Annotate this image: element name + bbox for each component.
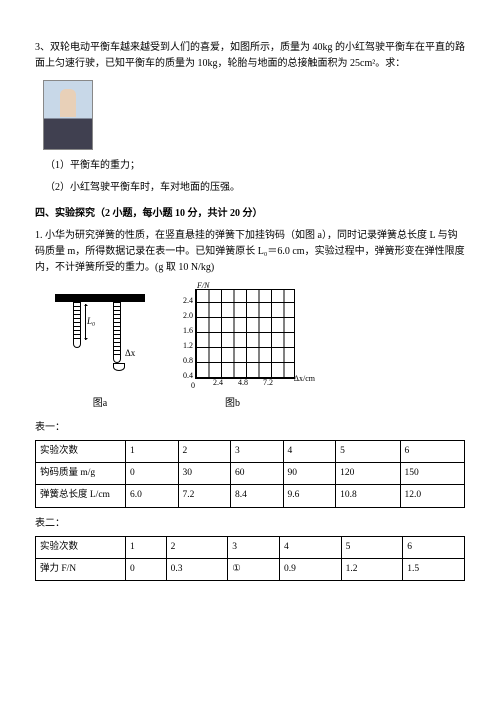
cell: 3: [228, 536, 280, 558]
cell: 0: [126, 558, 167, 580]
q1-stem: 1. 小华为研究弹簧的性质，在竖直悬挂的弹簧下加挂钩码（如图 a），同时记录弹簧…: [35, 228, 465, 276]
cell: 9.6: [283, 485, 336, 507]
figure-a-caption: 图a: [55, 396, 145, 412]
weight-icon: [113, 363, 125, 371]
spring-hook: [73, 342, 81, 348]
cell: 120: [336, 463, 400, 485]
l0-label: L₀: [87, 314, 95, 328]
ytick: 2.0: [175, 310, 193, 323]
figure-row: L₀ Δx 图a F/N 0.4 0.8 1.2 1.6 2.0 2.4 0 2…: [55, 284, 465, 412]
cell: 实验次数: [36, 536, 126, 558]
cell: 4: [280, 536, 342, 558]
dx-label: Δx: [125, 346, 135, 360]
table1: 实验次数 1 2 3 4 5 6 钩码质量 m/g 0 30 60 90 120…: [35, 440, 465, 508]
table2-caption: 表二：: [35, 516, 465, 532]
figure-b-caption: 图b: [225, 396, 305, 412]
cell: 3: [231, 441, 284, 463]
cell: 30: [178, 463, 231, 485]
cell: 60: [231, 463, 284, 485]
cell: 1: [126, 441, 179, 463]
cell: 6.0: [126, 485, 179, 507]
cell: 150: [400, 463, 464, 485]
ytick: 1.2: [175, 340, 193, 353]
spring-left: [73, 302, 81, 342]
l0-arrow: [85, 304, 86, 340]
cell: 钩码质量 m/g: [36, 463, 126, 485]
ytick: 2.4: [175, 295, 193, 308]
cell: 弹簧总长度 L/cm: [36, 485, 126, 507]
figure-a-wrap: L₀ Δx 图a: [55, 294, 145, 412]
cell: 1.5: [403, 558, 465, 580]
cell: 6: [403, 536, 465, 558]
cell: 弹力 F/N: [36, 558, 126, 580]
table-row: 弹力 F/N 0 0.3 ① 0.9 1.2 1.5: [36, 558, 465, 580]
cell: 4: [283, 441, 336, 463]
ytick: 0.8: [175, 355, 193, 368]
cell: 0.3: [166, 558, 228, 580]
section4-title: 四、实验探究（2 小题，每小题 10 分，共计 20 分）: [35, 206, 465, 222]
cell: 6: [400, 441, 464, 463]
cell: 2: [178, 441, 231, 463]
figure-b-wrap: F/N 0.4 0.8 1.2 1.6 2.0 2.4 0 2.4 4.8 7.…: [165, 284, 305, 412]
figure-b-chart: F/N 0.4 0.8 1.2 1.6 2.0 2.4 0 2.4 4.8 7.…: [165, 284, 305, 394]
table-row: 实验次数 1 2 3 4 5 6: [36, 441, 465, 463]
xtick: 7.2: [263, 377, 273, 390]
xtick: 4.8: [238, 377, 248, 390]
q3-photo: [43, 80, 93, 150]
table1-caption: 表一：: [35, 420, 465, 436]
origin: 0: [187, 380, 195, 393]
cell: 5: [336, 441, 400, 463]
q3-stem: 3、双轮电动平衡车越来越受到人们的喜爱，如图所示，质量为 40kg 的小红驾驶平…: [35, 40, 465, 72]
cell: 12.0: [400, 485, 464, 507]
table-row: 钩码质量 m/g 0 30 60 90 120 150: [36, 463, 465, 485]
cell: 10.8: [336, 485, 400, 507]
cell: 0: [126, 463, 179, 485]
spring-coil: [73, 302, 81, 342]
cell: 0.9: [280, 558, 342, 580]
xtick: 2.4: [213, 377, 223, 390]
cell: 2: [166, 536, 228, 558]
table-row: 实验次数 1 2 3 4 5 6: [36, 536, 465, 558]
ceiling-hatch: [55, 294, 145, 302]
cell: 8.4: [231, 485, 284, 507]
spring-right: [113, 302, 121, 357]
cell: 7.2: [178, 485, 231, 507]
x-axis-label: Δx/cm: [294, 373, 315, 386]
cell: 1.2: [341, 558, 403, 580]
cell: 实验次数: [36, 441, 126, 463]
chart-grid: [195, 289, 295, 379]
spring-coil: [113, 302, 121, 357]
cell: 1: [126, 536, 167, 558]
cell: 5: [341, 536, 403, 558]
cell: 90: [283, 463, 336, 485]
figure-a: L₀ Δx: [55, 294, 145, 394]
q3-sub2: （2）小红驾驶平衡车时，车对地面的压强。: [35, 180, 465, 196]
ytick: 1.6: [175, 325, 193, 338]
table-row: 弹簧总长度 L/cm 6.0 7.2 8.4 9.6 10.8 12.0: [36, 485, 465, 507]
table2: 实验次数 1 2 3 4 5 6 弹力 F/N 0 0.3 ① 0.9 1.2 …: [35, 536, 465, 581]
cell: ①: [228, 558, 280, 580]
q3-sub1: （1）平衡车的重力；: [35, 158, 465, 174]
